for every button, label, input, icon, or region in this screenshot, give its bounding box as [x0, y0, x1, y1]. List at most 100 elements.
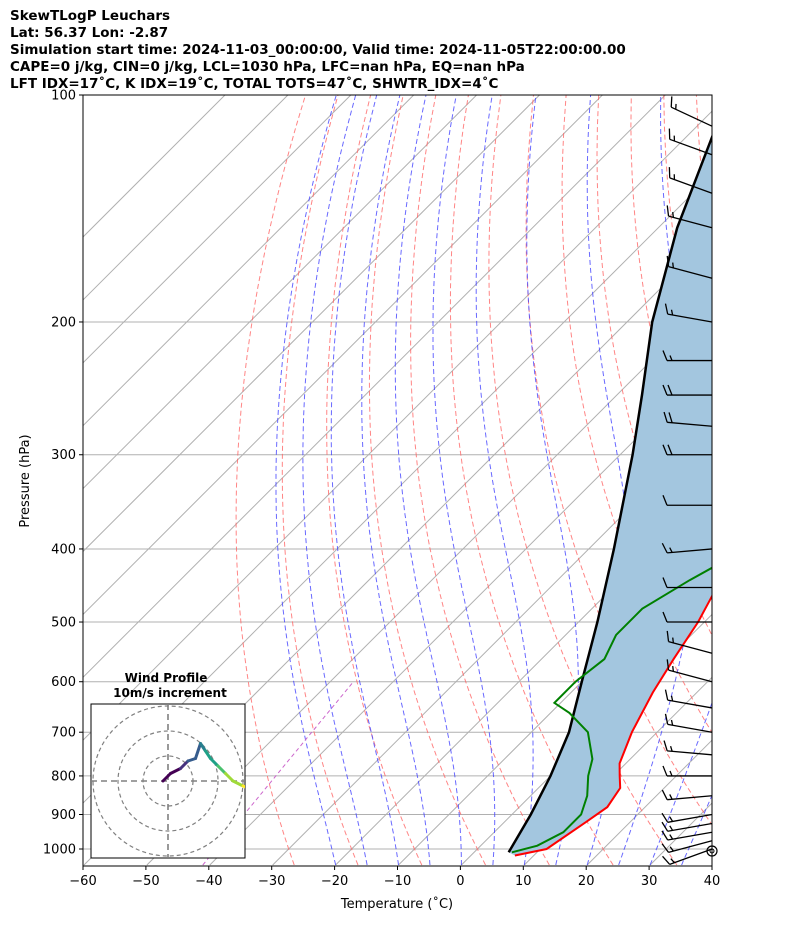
hodograph-segment: [179, 759, 190, 770]
wind-barb-staff: [667, 750, 713, 756]
dry-adiabat: [762, 95, 794, 865]
wind-barb-flag: [661, 812, 669, 823]
wind-barb-flag: [667, 444, 673, 455]
wind-barb-flag: [661, 789, 668, 800]
wind-barb-flag: [662, 855, 671, 865]
hodograph-title: Wind Profile: [125, 671, 208, 685]
moist-adiabat: [475, 95, 534, 866]
wind-barb-flag: [661, 843, 670, 853]
isotherm-line: [83, 95, 603, 616]
y-tick-label: 700: [51, 726, 76, 741]
wind-barb-staff: [668, 840, 713, 853]
wind-barb-staff: [669, 177, 713, 194]
y-tick-label: 300: [51, 448, 76, 463]
wind-barb: [661, 830, 713, 841]
wind-barb: [666, 205, 713, 229]
wind-barb: [661, 821, 713, 832]
wind-barb-flag: [667, 384, 673, 396]
wind-barb-flag: [662, 350, 668, 361]
x-tick-label: −50: [132, 874, 159, 889]
hodograph-segment: [204, 749, 212, 760]
wind-barb-flag: [666, 659, 670, 671]
wind-barb: [664, 303, 713, 323]
chart-header: SkewTLogP Leuchars Lat: 56.37 Lon: -2.87…: [10, 8, 626, 93]
wind-barb: [666, 659, 713, 683]
dry-adiabat: [368, 95, 486, 866]
cin-shading: [508, 137, 712, 856]
wind-barb-flag: [661, 542, 668, 554]
wind-barb-staff: [668, 640, 713, 654]
wind-barb-flag: [664, 713, 669, 725]
wind-barb-flag: [670, 719, 674, 726]
dry-adiabat: [235, 95, 306, 866]
wind-barb: [662, 848, 713, 866]
wind-barb-flag: [672, 665, 675, 672]
parcel-profile-line: [507, 133, 712, 853]
time-text: Simulation start time: 2024-11-03_00:00:…: [10, 42, 626, 58]
moist-adiabat: [618, 95, 700, 866]
wind-barb-flag: [663, 740, 668, 752]
wind-barb: [666, 255, 713, 279]
y-tick-label: 900: [51, 808, 76, 823]
wind-barb: [670, 96, 713, 127]
x-tick-label: −60: [69, 874, 96, 889]
moist-adiabat: [275, 95, 337, 866]
wind-barb-flag: [670, 695, 674, 702]
wind-barb-flag: [664, 689, 669, 701]
hodograph-ring: [117, 730, 219, 832]
wind-barb: [662, 611, 712, 623]
wind-barb-staff: [667, 831, 713, 841]
wind-barb-flag: [661, 821, 669, 832]
moist-adiabat: [649, 701, 712, 866]
wind-barb-staff: [667, 548, 713, 554]
wind-barb-flag: [672, 262, 675, 268]
location-text: Lat: 56.37 Lon: -2.87: [10, 25, 169, 41]
wind-barb-staff: [667, 699, 713, 709]
dry-adiabat: [449, 95, 614, 866]
wind-barb-flag: [670, 309, 674, 316]
isotherm-line: [83, 95, 666, 679]
moist-adiabat: [361, 95, 431, 866]
hodograph-segment: [209, 757, 220, 768]
wind-barb: [663, 411, 713, 427]
x-tick-label: 40: [704, 874, 721, 889]
dry-adiabat: [488, 95, 678, 866]
x-tick-label: −10: [384, 874, 411, 889]
wind-barb-staff: [668, 669, 713, 683]
dewpoint-line: [511, 566, 712, 854]
wind-barb: [662, 350, 712, 362]
wind-barb: [662, 384, 712, 396]
wind-barb-staff: [667, 421, 713, 427]
wind-barb: [661, 812, 713, 823]
dry-adiabat: [729, 95, 794, 865]
y-tick-label: 200: [51, 315, 76, 330]
calm-wind-circle: [709, 848, 715, 854]
wind-barb: [661, 542, 713, 554]
wind-barb: [662, 494, 712, 506]
wind-barb-flag: [670, 96, 673, 108]
hodograph-segment: [161, 772, 172, 783]
isotherm-line: [83, 95, 415, 427]
wind-barb-flag: [666, 255, 670, 267]
x-tick-label: −30: [258, 874, 285, 889]
hodograph: Wind Profile 10m/s increment: [90, 671, 246, 859]
wind-barb: [662, 765, 712, 777]
wind-barb-staff: [667, 822, 713, 832]
x-tick-label: −20: [321, 874, 348, 889]
cape-text: CAPE=0 j/kg, CIN=0 j/kg, LCL=1030 hPa, L…: [10, 59, 525, 75]
y-tick-label: 500: [51, 616, 76, 631]
wind-barb: [662, 577, 712, 589]
hodograph-segment: [194, 742, 202, 760]
wind-barb-flag: [662, 765, 668, 777]
wind-barb-flag: [662, 384, 668, 396]
wind-barb-flag: [669, 794, 673, 800]
calm-wind-circle: [706, 845, 718, 857]
isotherm-line: [83, 95, 352, 364]
dry-adiabat: [525, 95, 712, 826]
wind-barb-staff: [668, 265, 713, 279]
wind-barb-flag: [666, 205, 670, 217]
wind-barb-staff: [669, 138, 713, 156]
wind-barb-flag: [663, 411, 668, 423]
y-tick-label: 1000: [43, 843, 76, 858]
